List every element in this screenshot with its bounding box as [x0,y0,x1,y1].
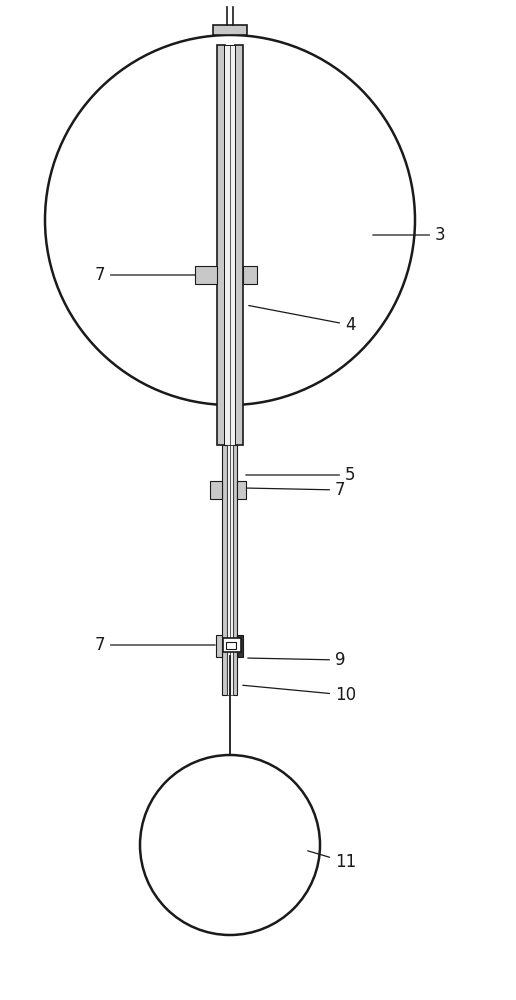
Bar [237,635,244,657]
Bar [217,635,222,657]
Text: 4: 4 [249,306,356,334]
Bar [222,445,227,695]
Bar [237,481,247,499]
Text: 7: 7 [247,481,346,499]
Text: 9: 9 [248,651,346,669]
Bar [233,445,237,695]
Bar [217,45,224,445]
Bar [226,642,236,649]
Bar [227,445,233,695]
Text: 11: 11 [308,851,356,871]
Bar [235,45,243,445]
Bar [211,481,222,499]
Text: 3: 3 [373,226,446,244]
Bar [243,266,257,284]
Bar [224,45,235,445]
Bar [195,266,217,284]
Bar [213,25,247,35]
Text: 7: 7 [94,636,215,654]
Text: 7: 7 [94,266,215,284]
Text: 5: 5 [246,466,356,484]
Text: 10: 10 [243,685,356,704]
Bar [223,638,241,652]
